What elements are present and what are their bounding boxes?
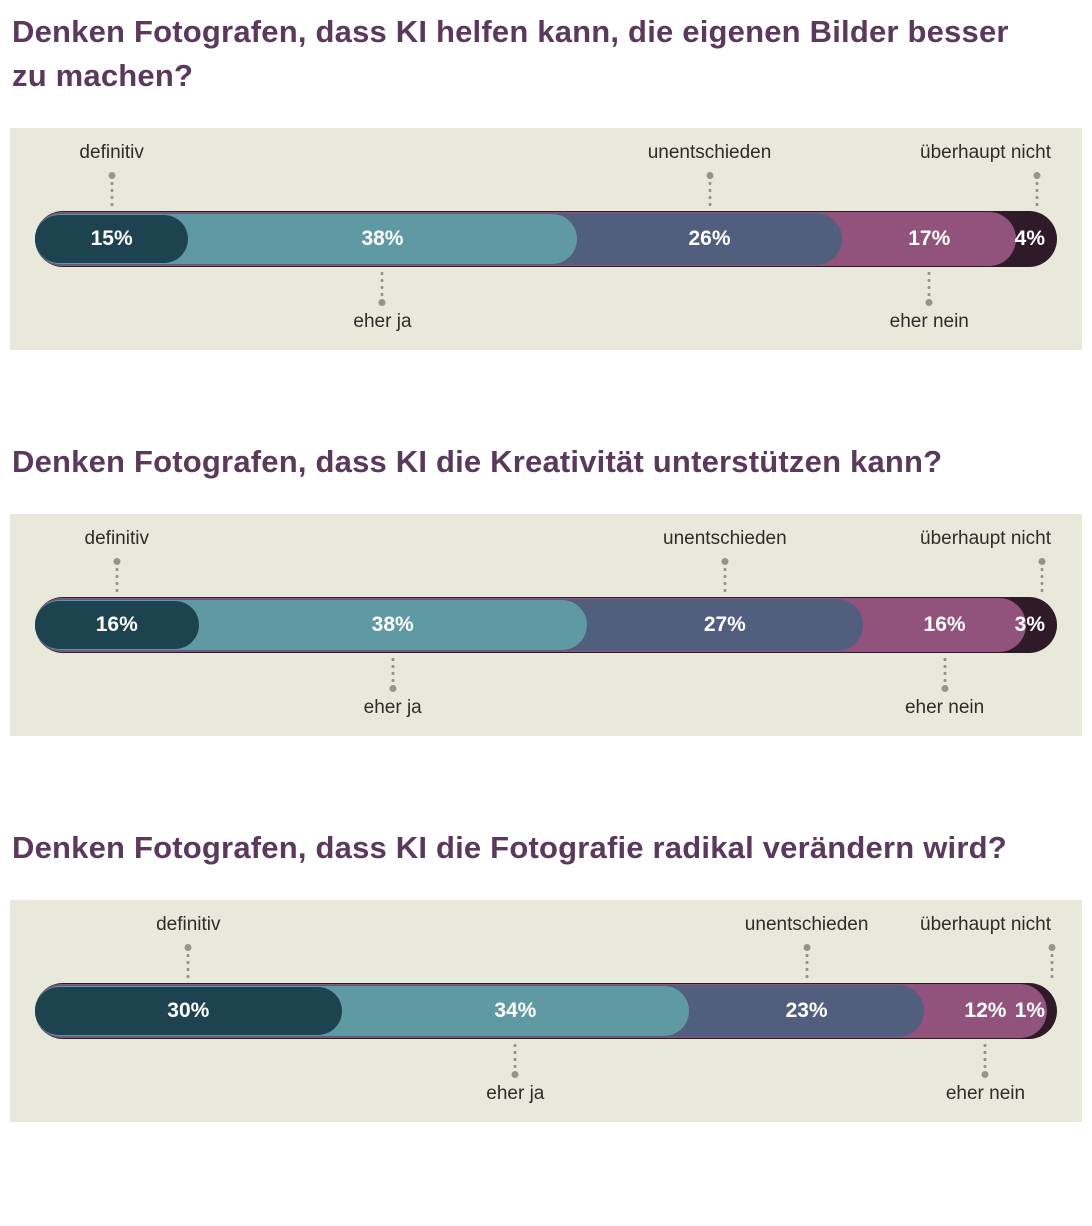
segment-percent-label: 12% bbox=[964, 999, 1007, 1023]
leader-dot bbox=[706, 172, 714, 180]
leader-dotted-segment bbox=[379, 270, 385, 299]
category-label: definitiv bbox=[79, 142, 144, 164]
chart-block-1: Denken Fotografen, dass KI helfen kann, … bbox=[10, 10, 1082, 351]
stacked-bar bbox=[35, 597, 1057, 654]
chart-title-2: Denken Fotografen, dass KI die Kreativit… bbox=[12, 444, 943, 480]
category-label: definitiv bbox=[84, 528, 149, 550]
leader-dotted-segment bbox=[926, 270, 932, 299]
leader-dot bbox=[721, 558, 729, 566]
chart-card-1: 15% definitiv 38% eher ja 26% unentschieden 17… bbox=[10, 128, 1082, 351]
segment-percent-label: 27% bbox=[703, 613, 746, 637]
chart-area-1: 15% definitiv 38% eher ja 26% unentschieden 17… bbox=[35, 128, 1057, 350]
chart-card-3: 30% definitiv 34% eher ja 23% unentschieden 12… bbox=[10, 900, 1082, 1123]
segment-percent-label: 17% bbox=[908, 227, 951, 251]
leader-line bbox=[803, 944, 811, 983]
leader-line bbox=[941, 655, 949, 693]
segment-percent-label: 15% bbox=[90, 227, 133, 251]
segment-percent-label: 1% bbox=[1014, 999, 1045, 1023]
chart-card-2: 16% definitiv 38% eher ja 27% unentschieden 16… bbox=[10, 514, 1082, 737]
leader-dotted-segment bbox=[1034, 180, 1040, 211]
leader-dotted-segment bbox=[114, 566, 120, 597]
segment-percent-label: 38% bbox=[371, 613, 414, 637]
category-label: eher nein bbox=[889, 311, 969, 333]
leader-dotted-segment bbox=[1049, 952, 1055, 983]
leader-dot bbox=[941, 685, 949, 693]
leader-dot bbox=[925, 299, 933, 307]
category-label: überhaupt nicht bbox=[920, 142, 1051, 164]
bar-segment-definitiv bbox=[35, 215, 189, 264]
leader-dotted-segment bbox=[390, 656, 396, 685]
leader-dot bbox=[1033, 172, 1041, 180]
category-label: eher ja bbox=[353, 311, 412, 333]
leader-dot bbox=[1048, 944, 1056, 952]
stacked-bar bbox=[35, 211, 1057, 268]
segment-percent-label: 38% bbox=[361, 227, 404, 251]
chart-block-3: Denken Fotografen, dass KI die Fotografi… bbox=[10, 826, 1082, 1123]
leader-dotted-segment bbox=[722, 566, 728, 597]
leader-dotted-segment bbox=[942, 656, 948, 685]
leader-dotted-segment bbox=[109, 180, 115, 211]
leader-dotted-segment bbox=[982, 1042, 988, 1071]
segment-percent-label: 3% bbox=[1014, 613, 1045, 637]
survey-infographic: Denken Fotografen, dass KI helfen kann, … bbox=[10, 10, 1082, 1123]
leader-line bbox=[184, 944, 192, 983]
chart-title-1: Denken Fotografen, dass KI helfen kann, … bbox=[12, 14, 1009, 94]
category-label: eher nein bbox=[945, 1083, 1026, 1105]
leader-dotted-segment bbox=[707, 180, 713, 211]
leader-line bbox=[113, 558, 121, 597]
segment-percent-label: 16% bbox=[923, 613, 966, 637]
leader-dot bbox=[511, 1071, 519, 1079]
segment-percent-label: 26% bbox=[688, 227, 731, 251]
leader-dotted-segment bbox=[1039, 566, 1045, 597]
leader-dot bbox=[184, 944, 192, 952]
leader-line bbox=[108, 172, 116, 211]
category-label: eher ja bbox=[363, 697, 422, 719]
leader-line bbox=[1038, 558, 1046, 597]
chart-title-3: Denken Fotografen, dass KI die Fotografi… bbox=[12, 830, 1007, 866]
leader-dotted-segment bbox=[804, 952, 810, 983]
leader-dotted-segment bbox=[512, 1042, 518, 1071]
segment-percent-label: 16% bbox=[95, 613, 138, 637]
category-label: definitiv bbox=[156, 914, 221, 936]
stacked-bar bbox=[35, 983, 1057, 1040]
leader-dotted-segment bbox=[185, 952, 191, 983]
chart-block-2: Denken Fotografen, dass KI die Kreativit… bbox=[10, 440, 1082, 737]
leader-dot bbox=[108, 172, 116, 180]
leader-dot bbox=[981, 1071, 989, 1079]
leader-line bbox=[925, 269, 933, 307]
segment-percent-label: 30% bbox=[167, 999, 210, 1023]
leader-dot bbox=[113, 558, 121, 566]
category-label: unentschieden bbox=[744, 914, 869, 936]
segment-percent-label: 23% bbox=[785, 999, 828, 1023]
category-label: überhaupt nicht bbox=[920, 914, 1051, 936]
leader-line bbox=[1033, 172, 1041, 211]
bar-segment-definitiv bbox=[35, 987, 342, 1036]
chart-area-3: 30% definitiv 34% eher ja 23% unentschieden 12… bbox=[35, 900, 1057, 1122]
category-label: eher nein bbox=[904, 697, 985, 719]
bar-segment-definitiv bbox=[35, 601, 199, 650]
category-label: überhaupt nicht bbox=[920, 528, 1051, 550]
leader-line bbox=[706, 172, 714, 211]
leader-dot bbox=[389, 685, 397, 693]
chart-area-2: 16% definitiv 38% eher ja 27% unentschieden 16… bbox=[35, 514, 1057, 736]
leader-dot bbox=[378, 299, 386, 307]
leader-dot bbox=[803, 944, 811, 952]
leader-line bbox=[511, 1041, 519, 1079]
category-label: unentschieden bbox=[663, 528, 787, 550]
leader-line bbox=[981, 1041, 989, 1079]
segment-percent-label: 34% bbox=[494, 999, 537, 1023]
category-label: unentschieden bbox=[647, 142, 772, 164]
segment-percent-label: 4% bbox=[1014, 227, 1045, 251]
leader-line bbox=[378, 269, 386, 307]
leader-dot bbox=[1038, 558, 1046, 566]
leader-line bbox=[721, 558, 729, 597]
leader-line bbox=[1048, 944, 1056, 983]
category-label: eher ja bbox=[486, 1083, 545, 1105]
leader-line bbox=[389, 655, 397, 693]
